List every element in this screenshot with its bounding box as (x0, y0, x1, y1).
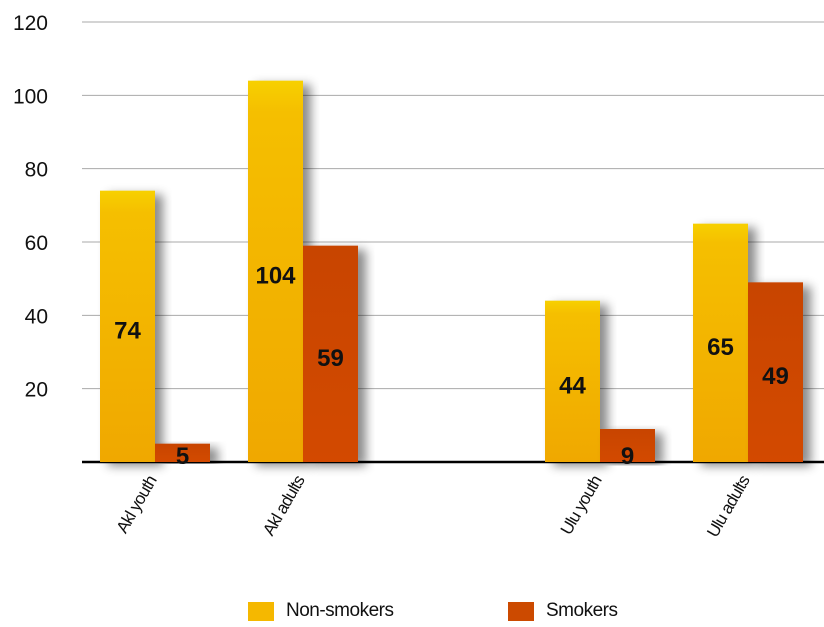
bar-nonsmokers (693, 223, 748, 462)
bar-smokers (748, 282, 803, 462)
bar-smokers (600, 429, 655, 462)
bar-nonsmokers (248, 80, 303, 463)
y-tick-label: 60 (25, 232, 48, 255)
category-label: Akl youth (113, 472, 161, 536)
data-labels: 74 5 104 59 44 9 65 49 (114, 262, 789, 470)
legend-swatch-smokers (508, 601, 534, 621)
y-tick-label: 40 (25, 305, 48, 328)
y-tick-label: 100 (13, 85, 48, 108)
y-tick-label: 80 (25, 159, 48, 182)
data-label: 65 (707, 334, 734, 361)
data-label: 104 (255, 262, 296, 289)
category-label: Akl adults (259, 472, 308, 539)
legend-item-nonsmokers: Non-smokers (248, 600, 394, 622)
bar-chart: 20 40 60 80 100 120 74 5 104 59 44 9 65 49 Akl youth… (13, 12, 824, 541)
data-label: 5 (176, 443, 189, 470)
category-label: Ulu adults (703, 472, 753, 540)
bar-nonsmokers (100, 190, 155, 462)
data-label: 49 (762, 363, 789, 390)
legend-label-smokers: Smokers (546, 600, 618, 621)
category-label: Ulu youth (557, 472, 606, 538)
bar-smokers (155, 443, 210, 462)
legend-item-smokers: Smokers (508, 600, 618, 622)
legend-swatch-nonsmokers (248, 601, 274, 621)
legend: Non-smokers Smokers (0, 600, 824, 624)
y-tick-label: 20 (25, 379, 48, 402)
data-label: 59 (317, 345, 344, 372)
legend-label-nonsmokers: Non-smokers (286, 600, 394, 621)
data-label: 44 (559, 372, 586, 399)
x-axis-categories: Akl youth Akl adults Ulu youth Ulu adults (113, 472, 754, 540)
bar-smokers (303, 245, 358, 462)
data-label: 74 (114, 317, 141, 344)
data-label: 9 (621, 443, 634, 470)
bars (100, 80, 803, 463)
bar-nonsmokers (545, 300, 600, 462)
y-axis-ticks: 20 40 60 80 100 120 (13, 12, 48, 402)
y-tick-label: 120 (13, 12, 48, 35)
